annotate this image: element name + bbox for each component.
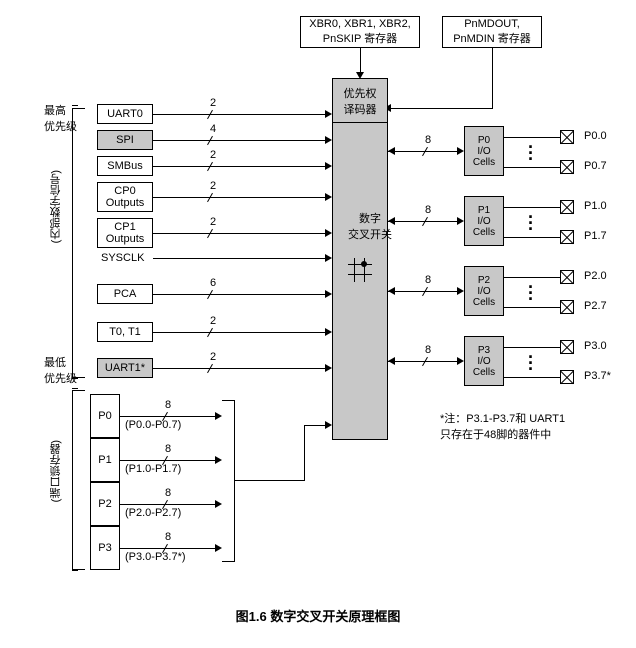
pin-p20 [560, 270, 574, 284]
bracket-portlatch [222, 400, 235, 562]
range-p2: (P2.0-P2.7) [125, 507, 181, 519]
block-cp1: CP1 Outputs [97, 218, 153, 248]
bracket-upper [72, 108, 85, 378]
block-cp0: CP0 Outputs [97, 182, 153, 212]
pin-p30 [560, 340, 574, 354]
iobits-p2: 8 [425, 274, 431, 286]
bits-pca: 6 [210, 277, 216, 289]
pinlabel-p17: P1.7 [584, 230, 607, 242]
iobits-p3: 8 [425, 344, 431, 356]
portreg-p0: P0 [90, 394, 120, 438]
pinlabel-p30: P3.0 [584, 340, 607, 352]
pinlabel-p00: P0.0 [584, 130, 607, 142]
pin-p00 [560, 130, 574, 144]
bits-p3: 8 [165, 531, 171, 543]
bits-smbus: 2 [210, 149, 216, 161]
caption: 图1.6 数字交叉开关原理框图 [10, 606, 626, 625]
bits-p0: 8 [165, 399, 171, 411]
label-internal-signals: (内部数字信号) [48, 170, 64, 243]
crossbar-diagram: XBR0, XBR1, XBR2, PnSKIP 寄存器 PnMDOUT, Pn… [10, 10, 626, 638]
block-spi: SPI [97, 130, 153, 150]
iocell-p3: P3 I/O Cells [464, 336, 504, 386]
pinlabel-p10: P1.0 [584, 200, 607, 212]
portreg-p3: P3 [90, 526, 120, 570]
iocell-p0: P0 I/O Cells [464, 126, 504, 176]
bits-cp1: 2 [210, 216, 216, 228]
iobits-p0: 8 [425, 134, 431, 146]
pinlabel-p37: P3.7* [584, 370, 611, 382]
bits-uart0: 2 [210, 97, 216, 109]
block-uart1: UART1* [97, 358, 153, 378]
decoder-label: 优先权 译码器 [334, 80, 386, 122]
portreg-p1: P1 [90, 438, 120, 482]
pinlabel-p20: P2.0 [584, 270, 607, 282]
range-p1: (P1.0-P1.7) [125, 463, 181, 475]
iocell-p2: P2 I/O Cells [464, 266, 504, 316]
bits-spi: 4 [210, 123, 216, 135]
crossbar-label: 数字 交叉开关 [348, 210, 392, 242]
iocell-p1: P1 I/O Cells [464, 196, 504, 246]
block-pca: PCA [97, 284, 153, 304]
bits-cp0: 2 [210, 180, 216, 192]
top-box-xbr: XBR0, XBR1, XBR2, PnSKIP 寄存器 [300, 16, 420, 48]
bits-p1: 8 [165, 443, 171, 455]
note: *注：P3.1-P3.7和 UART1 只存在于48脚的器件中 [440, 410, 565, 442]
range-p0: (P0.0-P0.7) [125, 419, 181, 431]
bits-uart1: 2 [210, 351, 216, 363]
block-uart0: UART0 [97, 104, 153, 124]
conn-top-right-h [390, 108, 493, 109]
pin-p27 [560, 300, 574, 314]
pin-p17 [560, 230, 574, 244]
crossbar-block [332, 78, 388, 440]
label-port-latches: (端口锁存器) [48, 440, 64, 502]
pinlabel-p27: P2.7 [584, 300, 607, 312]
label-sysclk: SYSCLK [101, 252, 144, 264]
range-p3: (P3.0-P3.7*) [125, 551, 186, 563]
bracket-lower [72, 390, 85, 570]
block-t0t1: T0, T1 [97, 322, 153, 342]
top-box-pnmd: PnMDOUT, PnMDIN 寄存器 [442, 16, 542, 48]
bits-t0t1: 2 [210, 315, 216, 327]
pin-p10 [560, 200, 574, 214]
decoder-divider [332, 122, 388, 123]
pinlabel-p07: P0.7 [584, 160, 607, 172]
conn-top-right [492, 48, 493, 108]
iobits-p1: 8 [425, 204, 431, 216]
bits-p2: 8 [165, 487, 171, 499]
pin-p07 [560, 160, 574, 174]
pin-p37 [560, 370, 574, 384]
block-smbus: SMBus [97, 156, 153, 176]
portreg-p2: P2 [90, 482, 120, 526]
